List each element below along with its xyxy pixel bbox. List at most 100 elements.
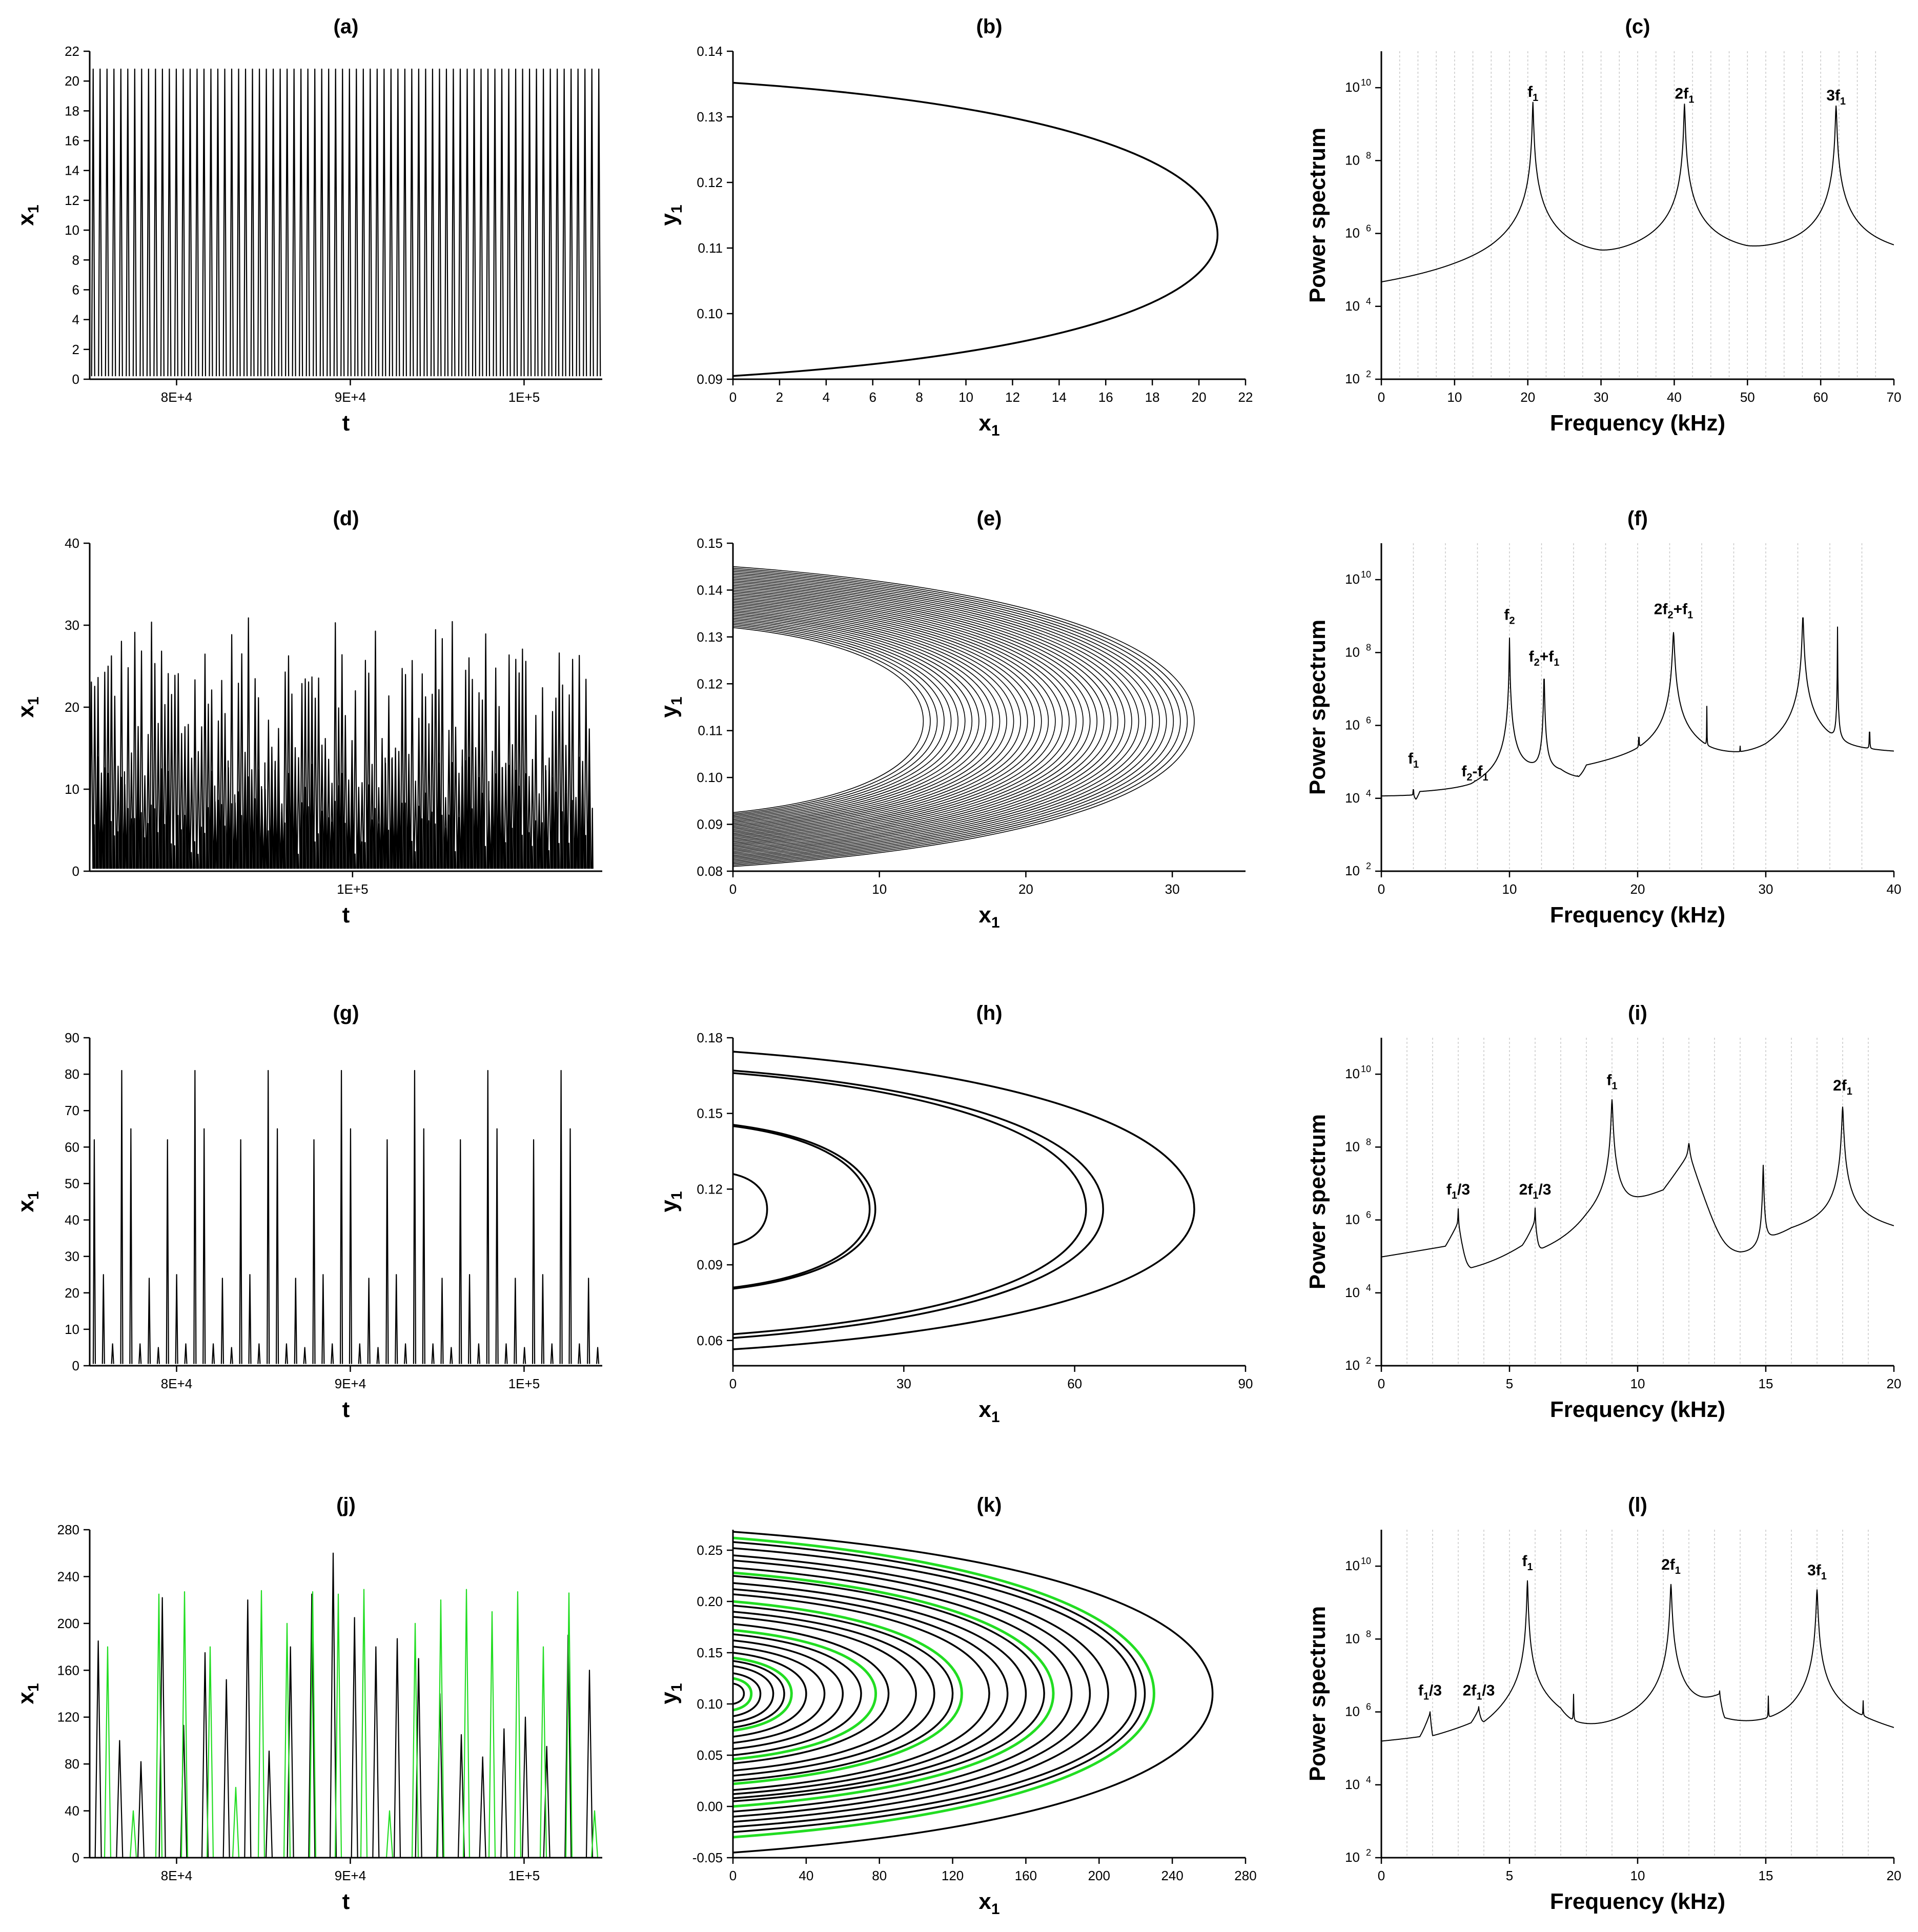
y-tick-label: 200: [57, 1616, 79, 1631]
y-tick-label: 0.05: [697, 1748, 723, 1763]
orbit-line: [733, 1070, 1104, 1339]
orbit-line: [733, 566, 1195, 867]
orbit-line: [733, 1124, 876, 1290]
y-axis-label: Power spectrum: [1305, 1114, 1330, 1289]
y-tick-label: -0.05: [692, 1850, 723, 1865]
x-tick-label: 15: [1759, 1868, 1773, 1883]
x-axis-label: x1: [978, 410, 999, 439]
y-tick-label: 12: [65, 193, 79, 208]
y-tick-label: 10: [65, 1322, 79, 1337]
y-axis-label: y1: [657, 1683, 685, 1704]
y-tick-label: 22: [65, 44, 79, 59]
x-axis-label: Frequency (kHz): [1550, 1889, 1725, 1914]
y-tick-label: 40: [65, 1803, 79, 1819]
series-line-0: [1381, 1099, 1894, 1268]
orbit-line: [733, 594, 1070, 842]
y-tick-label: 0.14: [697, 582, 723, 598]
x-tick-label: 40: [1667, 389, 1682, 405]
x-tick-label: 18: [1145, 389, 1160, 405]
y-tick-label: 160: [57, 1662, 79, 1678]
orbit-line: [733, 595, 1063, 841]
panel-title: (k): [977, 1494, 1002, 1516]
peak-annotation: f1: [1408, 750, 1419, 770]
panel-title: (b): [976, 15, 1002, 38]
y-tick-label: 20: [65, 1285, 79, 1301]
x-axis-label: Frequency (kHz): [1550, 902, 1725, 928]
y-tick-exponent: 10: [1361, 1064, 1371, 1074]
peak-annotation: 2f1: [1833, 1077, 1852, 1097]
panel-title: (h): [976, 1002, 1002, 1024]
y-tick-label: 2: [72, 342, 79, 357]
x-tick-label: 14: [1052, 389, 1067, 405]
x-tick-label: 10: [1447, 389, 1462, 405]
orbit-line: [733, 577, 1146, 857]
y-tick-label: 10: [1345, 1704, 1360, 1719]
orbit-line: [733, 574, 1160, 860]
x-tick-label: 4: [823, 389, 830, 405]
plot-area: [1381, 617, 1894, 800]
y-tick-exponent: 6: [1366, 1210, 1371, 1220]
x-tick-label: 0: [1378, 1868, 1385, 1883]
orbit-line: [733, 621, 952, 819]
x-tick-label: 8: [915, 389, 923, 405]
orbit-line: [733, 605, 1021, 833]
orbit-line: [733, 1652, 807, 1738]
y-tick-label: 0.11: [698, 723, 723, 738]
orbit-line: [733, 1559, 1091, 1818]
orbit-line: [733, 81, 1219, 377]
x-axis-label: t: [342, 410, 350, 436]
y-tick-label: 0.10: [697, 306, 723, 321]
series-line-0: [1381, 101, 1894, 282]
y-tick-label: 0.08: [697, 864, 723, 879]
y-tick-label: 120: [57, 1710, 79, 1725]
x-tick-label: 90: [1238, 1376, 1253, 1391]
peak-annotation: f1: [1527, 84, 1538, 104]
y-tick-label: 0.18: [697, 1030, 723, 1045]
y-tick-label: 10: [1345, 717, 1360, 733]
x-tick-label: 30: [1165, 881, 1180, 897]
orbit-line: [733, 1656, 793, 1732]
x-tick-label: 0: [729, 1376, 737, 1391]
y-tick-exponent: 4: [1366, 1775, 1371, 1785]
plot-area: [94, 1552, 599, 1858]
x-tick-label: 30: [896, 1376, 911, 1391]
orbit-line: [733, 600, 1042, 837]
orbit-line: [733, 1629, 878, 1761]
x-axis-label: Frequency (kHz): [1550, 410, 1725, 436]
y-tick-label: 10: [1345, 371, 1360, 386]
y-tick-exponent: 2: [1366, 369, 1371, 379]
orbit-line: [733, 616, 973, 823]
orbit-line: [733, 1660, 785, 1729]
x-tick-label: 80: [872, 1868, 887, 1883]
peak-annotation: f1: [1522, 1553, 1533, 1573]
panel-title: (j): [336, 1494, 356, 1516]
y-axis-label: Power spectrum: [1305, 1606, 1330, 1781]
chart-panel-k: (k) 0 40 80 120 160 200 240 280 -0.05 0.00 0.05 0.10…: [657, 1494, 1257, 1918]
orbit-line: [733, 1682, 745, 1705]
y-tick-label: 0.12: [697, 676, 723, 691]
orbit-line: [733, 613, 987, 826]
x-tick-label: 30: [1759, 881, 1773, 897]
orbit-line: [733, 583, 1118, 852]
plot-area: [733, 1051, 1195, 1350]
plot-area: [1381, 101, 1894, 282]
orbit-line: [733, 580, 1132, 855]
y-tick-label: 30: [65, 618, 79, 633]
y-tick-label: 20: [65, 73, 79, 89]
orbit-line: [733, 627, 924, 813]
y-tick-exponent: 6: [1366, 715, 1371, 726]
series-line-0: [1381, 1580, 1894, 1742]
orbit-line: [733, 1051, 1195, 1350]
y-tick-label: 0.13: [697, 109, 723, 125]
y-tick-label: 10: [1345, 1777, 1360, 1792]
y-tick-label: 10: [1345, 790, 1360, 806]
y-tick-label: 6: [72, 282, 79, 297]
orbit-line: [733, 1173, 768, 1246]
y-tick-label: 280: [57, 1522, 79, 1537]
x-tick-label: 200: [1088, 1868, 1110, 1883]
chart-panel-d: (d) 1E+5 0 10 20 30 40 t x1: [13, 507, 602, 928]
y-tick-label: 0.10: [697, 1696, 723, 1712]
x-tick-label: 10: [872, 881, 887, 897]
